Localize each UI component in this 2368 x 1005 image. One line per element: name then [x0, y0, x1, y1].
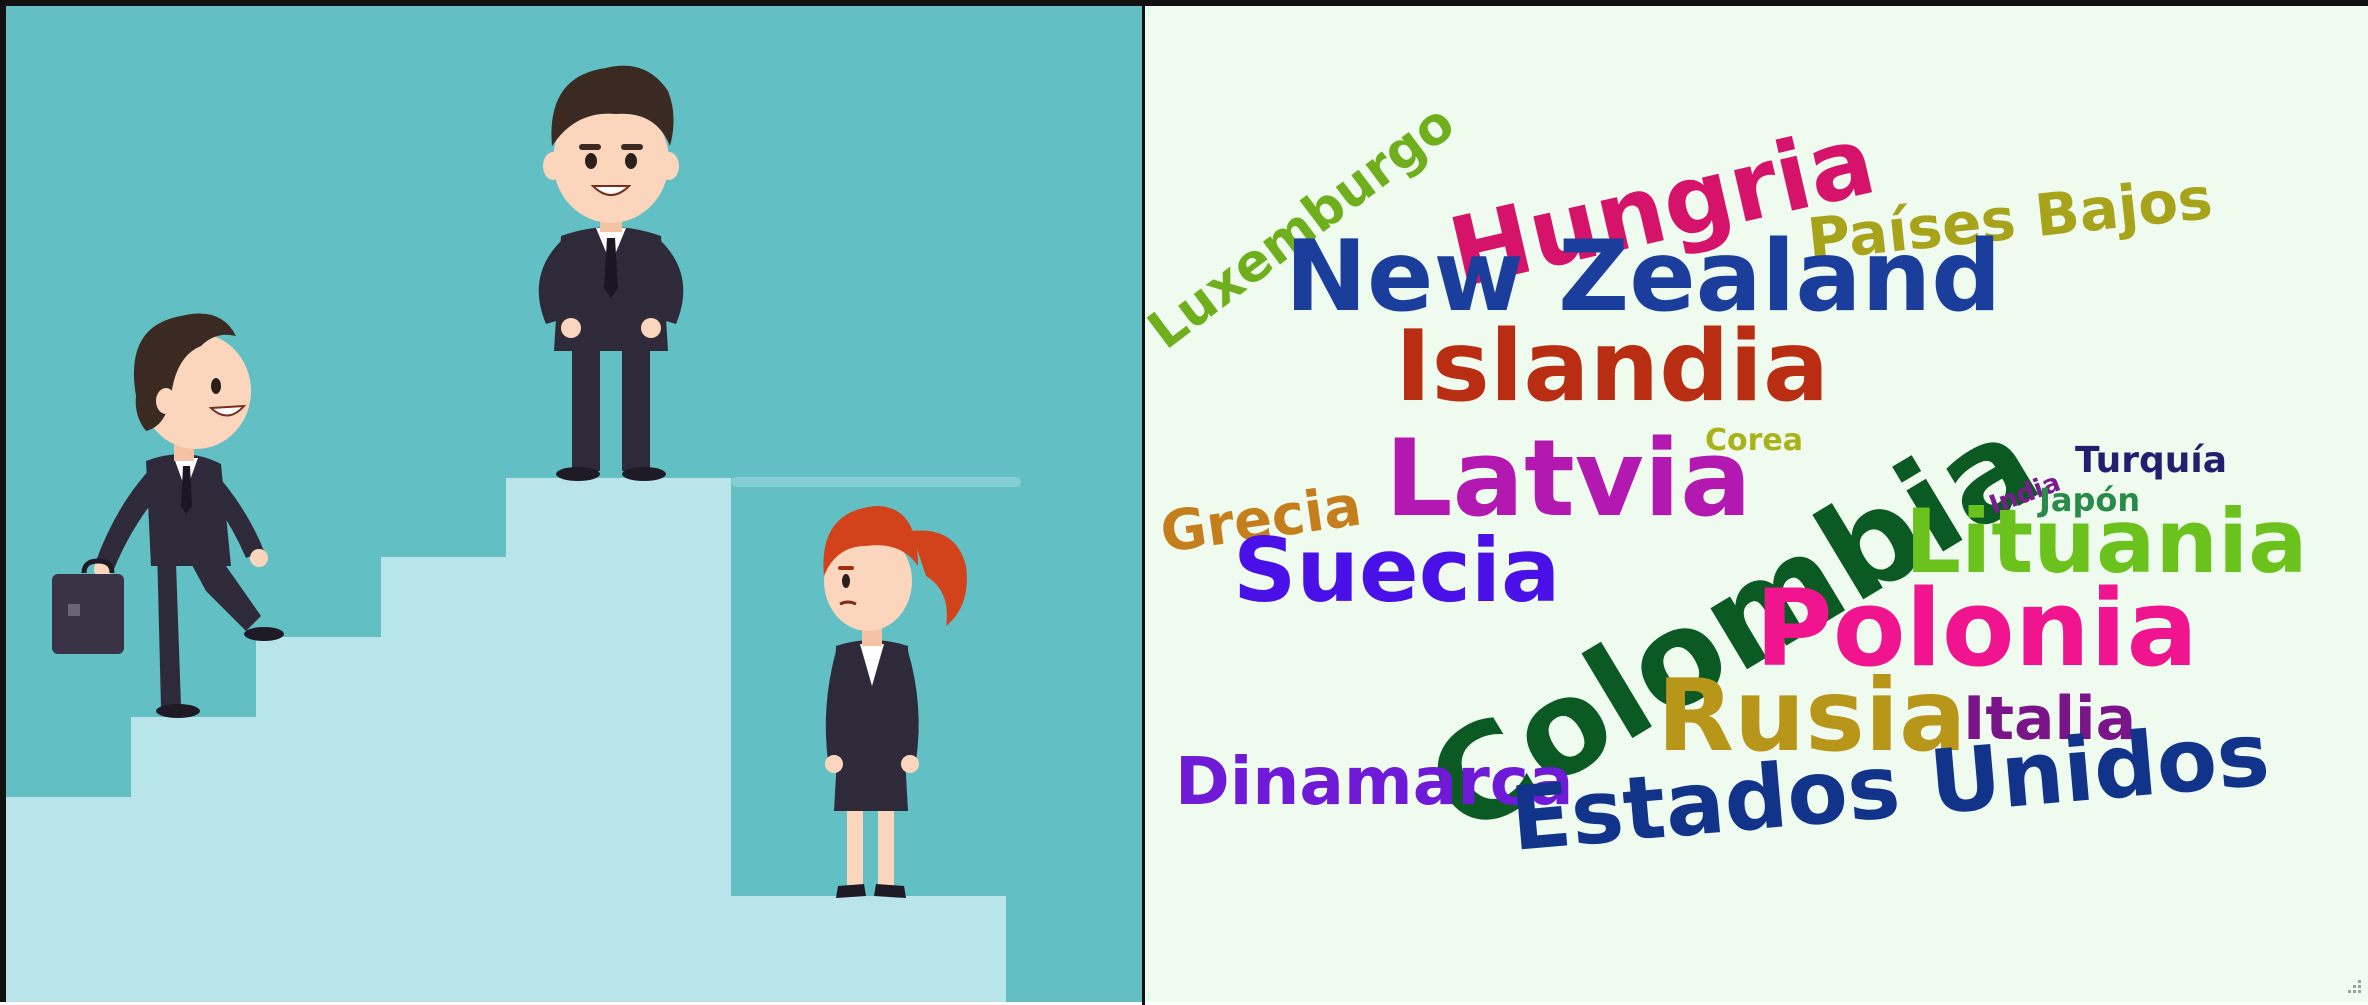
word-japon: Japón [2039, 481, 2141, 519]
word-islandia: Islandia [1395, 310, 1830, 424]
waiting-businesswoman [823, 506, 967, 898]
country-word-cloud: Luxemburgo Hungria Países Bajos New Zeal… [1145, 6, 2368, 1002]
word-italia: Italia [1963, 684, 2137, 754]
standing-businessman [538, 65, 684, 481]
staircase [6, 477, 1021, 1002]
resize-grip-icon[interactable] [2342, 976, 2364, 998]
climbing-businessman [94, 313, 284, 718]
panel-divider [1142, 3, 1145, 1005]
word-corea: Corea [1705, 423, 1804, 458]
briefcase-icon [52, 558, 124, 654]
word-polonia: Polonia [1755, 567, 2198, 690]
word-new-zealand: New Zealand [1285, 220, 2002, 334]
word-dinamarca: Dinamarca [1175, 743, 1574, 820]
word-suecia: Suecia [1233, 519, 1561, 622]
career-ladder-illustration [6, 6, 1142, 1002]
word-rusia: Rusia [1657, 657, 1967, 774]
word-latvia: Latvia [1385, 417, 1752, 540]
word-turquia: Turquía [2075, 440, 2228, 481]
word-lituania: Lituania [1905, 490, 2308, 593]
illustration-svg [6, 65, 1021, 1002]
